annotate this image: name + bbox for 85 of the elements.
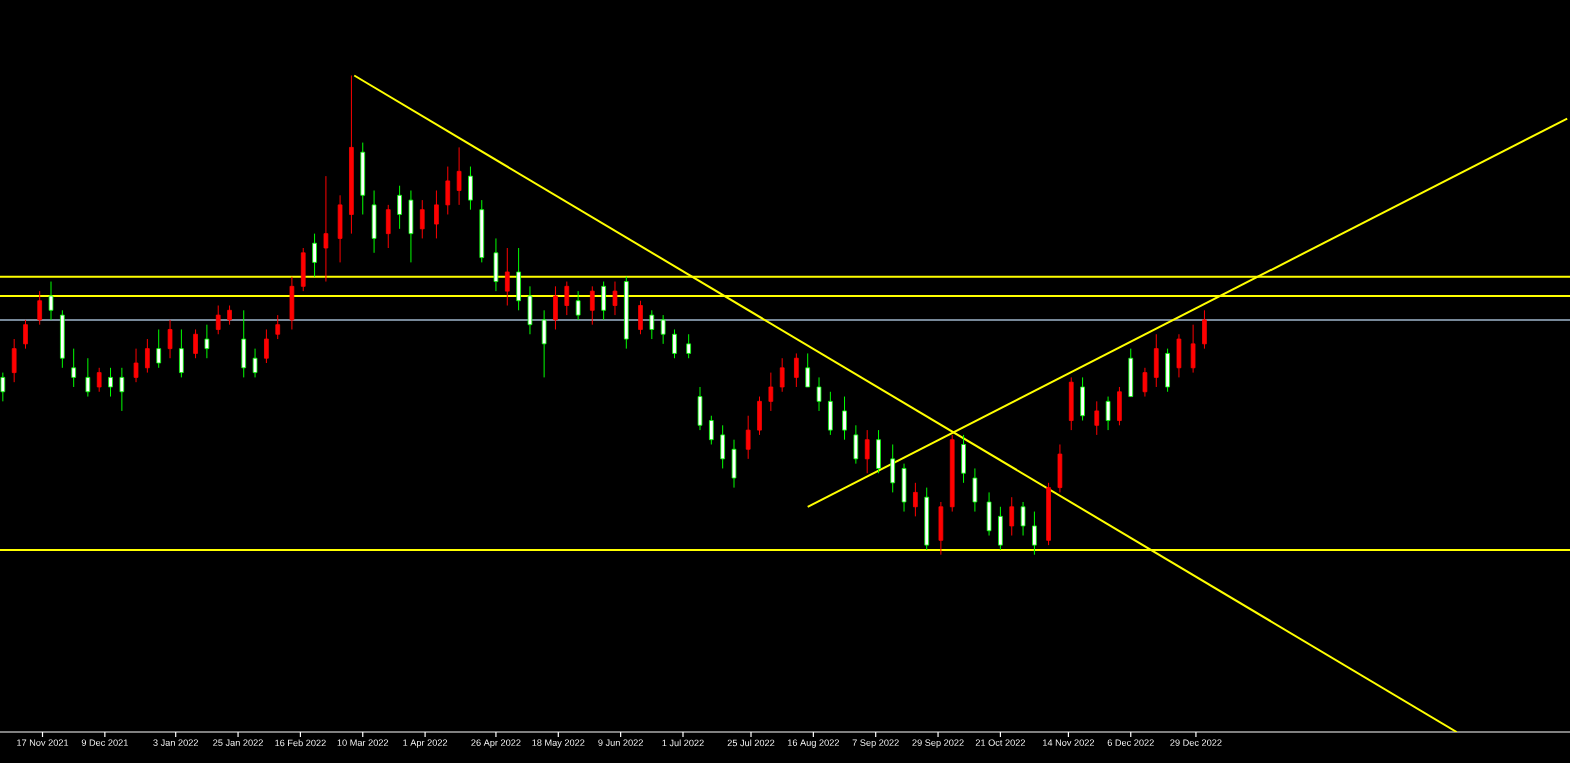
candlestick: [193, 328, 198, 359]
candlestick: [1094, 400, 1100, 436]
candlestick: [108, 367, 113, 398]
candlestick: [601, 281, 606, 321]
x-tick-label: 26 Apr 2022: [471, 739, 521, 748]
candlestick: [890, 443, 896, 493]
x-tick-label: 1 Apr 2022: [403, 739, 448, 748]
x-tick-label: 25 Jul 2022: [727, 739, 775, 747]
candlestick: [275, 314, 281, 340]
candlestick: [660, 314, 666, 345]
x-tick-label: 21 Oct 2022: [975, 739, 1025, 746]
candlestick: [71, 348, 77, 388]
candlestick: [312, 233, 317, 278]
candlestick: [1202, 309, 1207, 350]
candlestick: [913, 482, 918, 517]
candlestick: [133, 348, 139, 383]
x-tick-label: 25 Jan 2022: [213, 739, 263, 746]
candlestick: [468, 166, 473, 211]
candlestick: [434, 190, 439, 239]
candlestick: [167, 319, 173, 359]
candlestick: [264, 328, 269, 364]
candlestick: [794, 352, 799, 388]
x-tick-label: 29 Dec 2022: [1170, 739, 1222, 746]
candlestick: [227, 305, 232, 326]
candlestick: [504, 247, 510, 307]
candlestick: [456, 146, 462, 206]
candlestick: [1020, 501, 1026, 537]
candlestick: [720, 424, 725, 469]
candlestick: [768, 372, 774, 412]
candlestick: [612, 281, 618, 316]
x-tick-label: 16 Feb 2022: [275, 739, 326, 747]
candlestick: [638, 300, 643, 335]
candlestick: [745, 415, 751, 460]
x-tick-label: 9 Dec 2021: [81, 739, 128, 746]
candlestick: [419, 199, 425, 239]
candlestick: [842, 396, 847, 441]
candlestick: [1190, 324, 1196, 374]
candlestick: [397, 185, 402, 230]
candlestick: [11, 338, 17, 383]
candlestick: [252, 348, 258, 378]
candlestick: [23, 319, 28, 350]
candlestick: [48, 281, 54, 321]
candlestick: [816, 376, 822, 412]
candlestick: [323, 175, 329, 283]
candlestick: [1105, 396, 1111, 431]
candlestick: [85, 357, 91, 398]
x-tick-label: 10 Mar 2022: [337, 739, 389, 746]
candlestick: [575, 290, 581, 321]
candlestick: [672, 328, 677, 359]
x-tick-label: 9 Jun 2022: [598, 739, 643, 746]
candlestick: [805, 352, 811, 388]
candlestick: [119, 367, 125, 412]
x-tick-label: 17 Nov 2021: [17, 739, 69, 746]
x-tick-label: 6 Dec 2022: [1107, 739, 1154, 746]
candlestick: [1142, 367, 1148, 398]
candlestick: [145, 338, 150, 374]
candlestick: [156, 328, 162, 369]
candlestick: [972, 467, 978, 513]
candlestick: [779, 357, 785, 393]
candlestick: [589, 285, 595, 326]
candlestick: [1032, 511, 1037, 556]
x-tick-label: 1 Jul 2022: [662, 739, 704, 747]
candlestick: [853, 424, 859, 465]
candlestick: [553, 285, 558, 330]
candlestick: [541, 309, 547, 378]
candlestick: [709, 415, 714, 445]
candlestick: [179, 328, 184, 378]
candlestick: [864, 429, 870, 474]
x-tick-label: 16 Aug 2022: [787, 739, 839, 748]
candlestick: [564, 281, 570, 316]
x-tick-label: 29 Sep 2022: [912, 739, 964, 748]
x-tick-label: 18 May 2022: [532, 739, 585, 748]
x-tick-label: 14 Nov 2022: [1043, 739, 1095, 746]
candlestick: [215, 305, 221, 335]
candlestick: [37, 290, 42, 326]
candlestick: [649, 309, 655, 340]
candlestick: [96, 367, 102, 393]
x-tick-label: 7 Sep 2022: [852, 739, 899, 748]
candlestick: [0, 372, 6, 402]
candlestick: [686, 333, 691, 359]
candlestick: [385, 204, 391, 249]
candlestick: [1009, 496, 1015, 537]
candlestick: [204, 324, 210, 359]
x-tick-label: 3 Jan 2022: [153, 739, 198, 746]
candlestick: [445, 166, 451, 215]
